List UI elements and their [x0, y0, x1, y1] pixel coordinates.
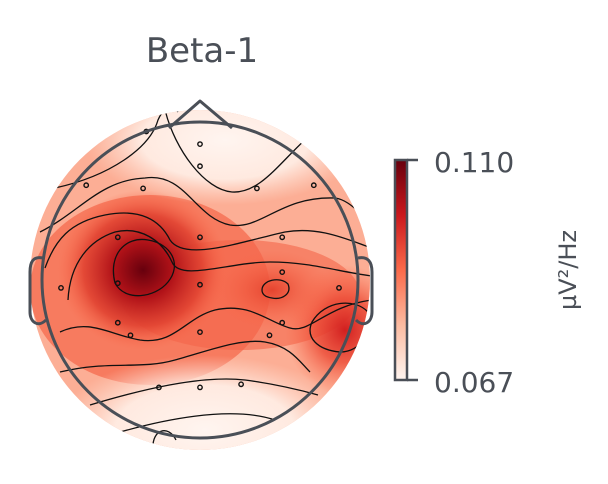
colorbar: 0.110 0.067 µV²/Hz [393, 146, 582, 399]
sensor-marker [279, 269, 286, 275]
sensor-marker [114, 234, 121, 241]
contour-line [112, 238, 176, 297]
sensor-markers [58, 128, 342, 391]
sensor-marker [197, 163, 203, 170]
sensor-marker [279, 234, 286, 241]
colorbar-frame [393, 158, 409, 382]
colorbar-max-label: 0.110 [434, 146, 514, 179]
contour-line [164, 110, 319, 193]
low-region-back [55, 355, 355, 450]
sensor-marker [266, 332, 273, 339]
sensor-marker [336, 284, 342, 291]
sensor-marker [114, 319, 121, 326]
hotspot-left [58, 190, 228, 350]
topomap [28, 99, 374, 450]
head-outline [28, 99, 374, 440]
chart-title: Beta-1 [146, 31, 258, 71]
sensor-marker [83, 182, 90, 189]
contour-line [89, 378, 319, 406]
sensor-marker [238, 381, 245, 388]
left-ear [28, 256, 48, 326]
colorbar-min-label: 0.067 [434, 366, 514, 399]
hotspot-center [212, 250, 332, 330]
sensor-marker [310, 182, 317, 189]
colorbar-gradient [395, 160, 407, 380]
sensor-marker [58, 284, 64, 291]
sensor-marker [155, 384, 162, 391]
contour-line [67, 230, 370, 301]
head-circle [40, 120, 360, 440]
sensor-marker [140, 185, 147, 192]
sensor-marker [127, 332, 134, 339]
sensor-marker [253, 185, 260, 192]
colorbar-unit-label: µV²/Hz [554, 230, 582, 310]
sensor-marker [197, 141, 203, 148]
heatmap-field [30, 110, 370, 450]
contour-line [261, 279, 290, 300]
sensor-marker [279, 319, 286, 326]
right-ear [354, 256, 374, 326]
sensor-marker [114, 280, 121, 287]
sensor-marker [197, 281, 203, 288]
contour-line [59, 340, 311, 373]
sensor-marker [197, 329, 203, 335]
contour-line [109, 413, 276, 436]
low-region-front [85, 110, 365, 205]
nose [168, 99, 233, 130]
contour-line [44, 212, 370, 269]
sensor-marker [197, 384, 203, 391]
sensor-marker [197, 234, 203, 241]
